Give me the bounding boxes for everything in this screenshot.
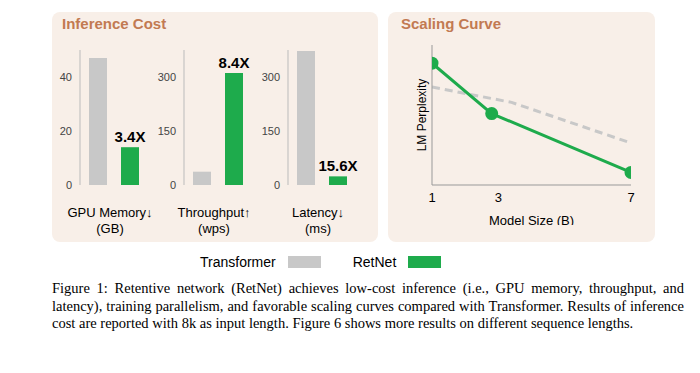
html-text:GPU Memory↓ (GB): GPU Memory↓ (GB)	[67, 205, 153, 236]
svg-text:3.4X: 3.4X	[115, 128, 146, 145]
svg-text:7: 7	[627, 190, 634, 205]
svg-text:0: 0	[170, 179, 176, 191]
html-text:RetNet: RetNet	[352, 254, 397, 270]
svg-text:150: 150	[262, 125, 280, 137]
html-text:Throughput↑ (wps): Throughput↑ (wps)	[177, 205, 251, 236]
html-text:Figure 1: Retentive network (R: Figure 1: Retentive network (RetNet) ach…	[52, 280, 684, 331]
html-text:Inference Cost: Inference Cost	[62, 15, 167, 32]
svg-text:Model Size (B): Model Size (B)	[489, 213, 574, 225]
svg-text:1: 1	[428, 190, 435, 205]
svg-text:300: 300	[262, 71, 280, 83]
html-text:Transformer: Transformer	[200, 254, 276, 270]
svg-text:8.4X: 8.4X	[219, 54, 250, 71]
svg-text:150: 150	[158, 125, 176, 137]
html-text:Scaling Curve: Scaling Curve	[401, 15, 501, 32]
svg-text:40: 40	[60, 71, 72, 83]
svg-text:3: 3	[495, 190, 502, 205]
svg-text:LM Perplexity: LM Perplexity	[415, 79, 429, 152]
svg-text:0: 0	[274, 179, 280, 191]
svg-text:300: 300	[158, 71, 176, 83]
svg-text:0: 0	[66, 179, 72, 191]
html-text:Latency↓ (ms): Latency↓ (ms)	[292, 205, 344, 236]
svg-text:20: 20	[60, 125, 72, 137]
svg-text:15.6X: 15.6X	[318, 157, 357, 174]
